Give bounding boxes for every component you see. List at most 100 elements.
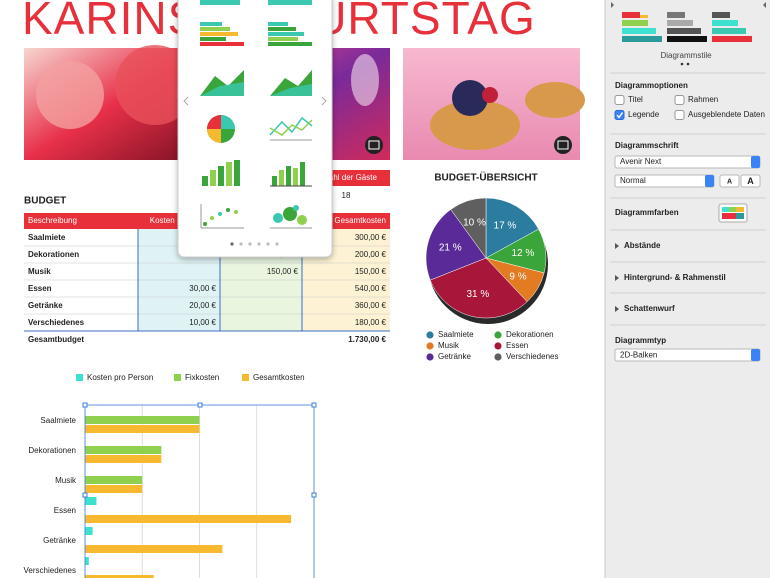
- pie-value-label: 21 %: [439, 242, 462, 253]
- table-cell: 20,00 €: [189, 301, 216, 310]
- row-label: Musik: [28, 267, 51, 276]
- y-tick-label: Verschiedenes: [24, 566, 76, 575]
- checkbox-label: Titel: [628, 95, 643, 104]
- chart-selection: [82, 402, 317, 578]
- content: BUDGET Anzahl der Gäste 18 Beschreibung Kost…: [24, 170, 558, 578]
- section-heading: Diagrammschrift: [615, 141, 679, 150]
- bar: [85, 497, 97, 505]
- select-stepper: [751, 156, 760, 168]
- legend-label: Essen: [506, 341, 528, 350]
- legend-swatch: [174, 374, 181, 381]
- row-label: Dekorationen: [28, 250, 79, 259]
- guests-value: 18: [342, 191, 351, 200]
- disclosure-triangle[interactable]: [615, 306, 619, 312]
- bar: [85, 455, 162, 463]
- legend-swatch: [494, 331, 502, 339]
- checkbox-label: Ausgeblendete Daten: [688, 110, 765, 119]
- table-cell: 150,00 €: [355, 267, 387, 276]
- row-label: Verschiedenes: [28, 318, 85, 327]
- legend-label: Fixkosten: [185, 373, 219, 382]
- pie-value-label: 17 %: [494, 221, 517, 232]
- bar: [85, 446, 162, 454]
- checkbox-label: Legende: [628, 110, 660, 119]
- size-button[interactable]: [740, 174, 761, 188]
- table-cell: 30,00 €: [189, 284, 216, 293]
- legend-swatch: [426, 331, 434, 339]
- bar: [85, 575, 154, 578]
- disclosure-triangle[interactable]: [615, 243, 619, 249]
- legend-label: Gesamtkosten: [253, 373, 305, 382]
- bar: [85, 527, 93, 535]
- table-header-cell: Gesamtkosten: [334, 216, 386, 225]
- checkbox[interactable]: [674, 110, 685, 120]
- select-value: Avenir Next: [620, 157, 662, 166]
- pie-value-label: 10 %: [463, 217, 486, 228]
- legend-label: Getränke: [438, 352, 471, 361]
- select-stepper: [751, 349, 760, 361]
- checkbox[interactable]: [674, 95, 685, 105]
- row-label: Getränke: [28, 301, 63, 310]
- checkbox-label: Rahmen: [688, 95, 718, 104]
- chart-colors-swatch[interactable]: [718, 203, 748, 223]
- legend-swatch: [494, 342, 502, 350]
- chart-style-thumbnails[interactable]: [622, 12, 752, 42]
- y-tick-label: Musik: [55, 476, 77, 485]
- pie-slice: [450, 197, 487, 259]
- section-heading: Schattenwurf: [624, 304, 675, 313]
- bar: [85, 557, 89, 565]
- legend-swatch: [76, 374, 83, 381]
- legend-swatch: [426, 353, 434, 361]
- table-cell: 200,00 €: [355, 250, 387, 259]
- row-label: Essen: [28, 284, 52, 293]
- table-cell: 540,00 €: [355, 284, 387, 293]
- section-heading: Hintergrund- & Rahmenstil: [624, 273, 726, 282]
- inspector-sidebar: Diagrammstile Diagrammoptionen Titel Rahmen…: [604, 0, 770, 578]
- y-tick-label: Essen: [54, 506, 76, 515]
- section-heading: Diagrammoptionen: [615, 81, 688, 90]
- table-cell: 360,00 €: [355, 301, 387, 310]
- legend-label: Dekorationen: [506, 330, 554, 339]
- bar: [85, 545, 223, 553]
- bar: [85, 476, 143, 484]
- total-label: Gesamtbudget: [28, 335, 84, 344]
- chart-type-popover: [177, 0, 333, 258]
- table-cell: 180,00 €: [355, 318, 387, 327]
- y-tick-label: Saalmiete: [40, 416, 76, 425]
- checkbox[interactable]: [614, 95, 625, 105]
- select-value: 2D-Balken: [620, 351, 657, 360]
- section-caption: Diagrammstile: [660, 51, 712, 60]
- select-stepper: [705, 175, 714, 187]
- pie-value-label: 9 %: [509, 272, 526, 283]
- guests-label: Anzahl der Gäste: [315, 173, 377, 182]
- select-value: Normal: [620, 176, 646, 185]
- legend-label: Musik: [438, 341, 460, 350]
- checkmark: [616, 112, 624, 119]
- pie-value-label: 12 %: [512, 248, 535, 259]
- y-tick-label: Dekorationen: [28, 446, 76, 455]
- size-button[interactable]: [719, 174, 740, 188]
- disclosure-triangle[interactable]: [615, 275, 619, 281]
- size-button-label: A: [747, 176, 754, 186]
- legend-swatch: [242, 374, 249, 381]
- checkbox[interactable]: [614, 110, 625, 120]
- pie-value-label: 31 %: [466, 289, 489, 300]
- table-title: BUDGET: [24, 196, 66, 207]
- total-value: 1.730,00 €: [348, 335, 386, 344]
- section-heading: Diagrammtyp: [615, 336, 666, 345]
- pie-slice: [485, 197, 539, 259]
- bar: [85, 425, 200, 433]
- size-button-label: A: [727, 178, 732, 185]
- legend-swatch: [426, 342, 434, 350]
- bar: [85, 416, 200, 424]
- legend-swatch: [494, 353, 502, 361]
- pie-slice: [429, 257, 528, 319]
- legend-label: Kosten pro Person: [87, 373, 153, 382]
- table-cell: 10,00 €: [189, 318, 216, 327]
- section-heading: Diagrammfarben: [615, 208, 679, 217]
- bar: [85, 485, 143, 493]
- bar: [85, 515, 292, 523]
- table-cell: 150,00 €: [267, 267, 299, 276]
- pie-slice: [425, 209, 487, 281]
